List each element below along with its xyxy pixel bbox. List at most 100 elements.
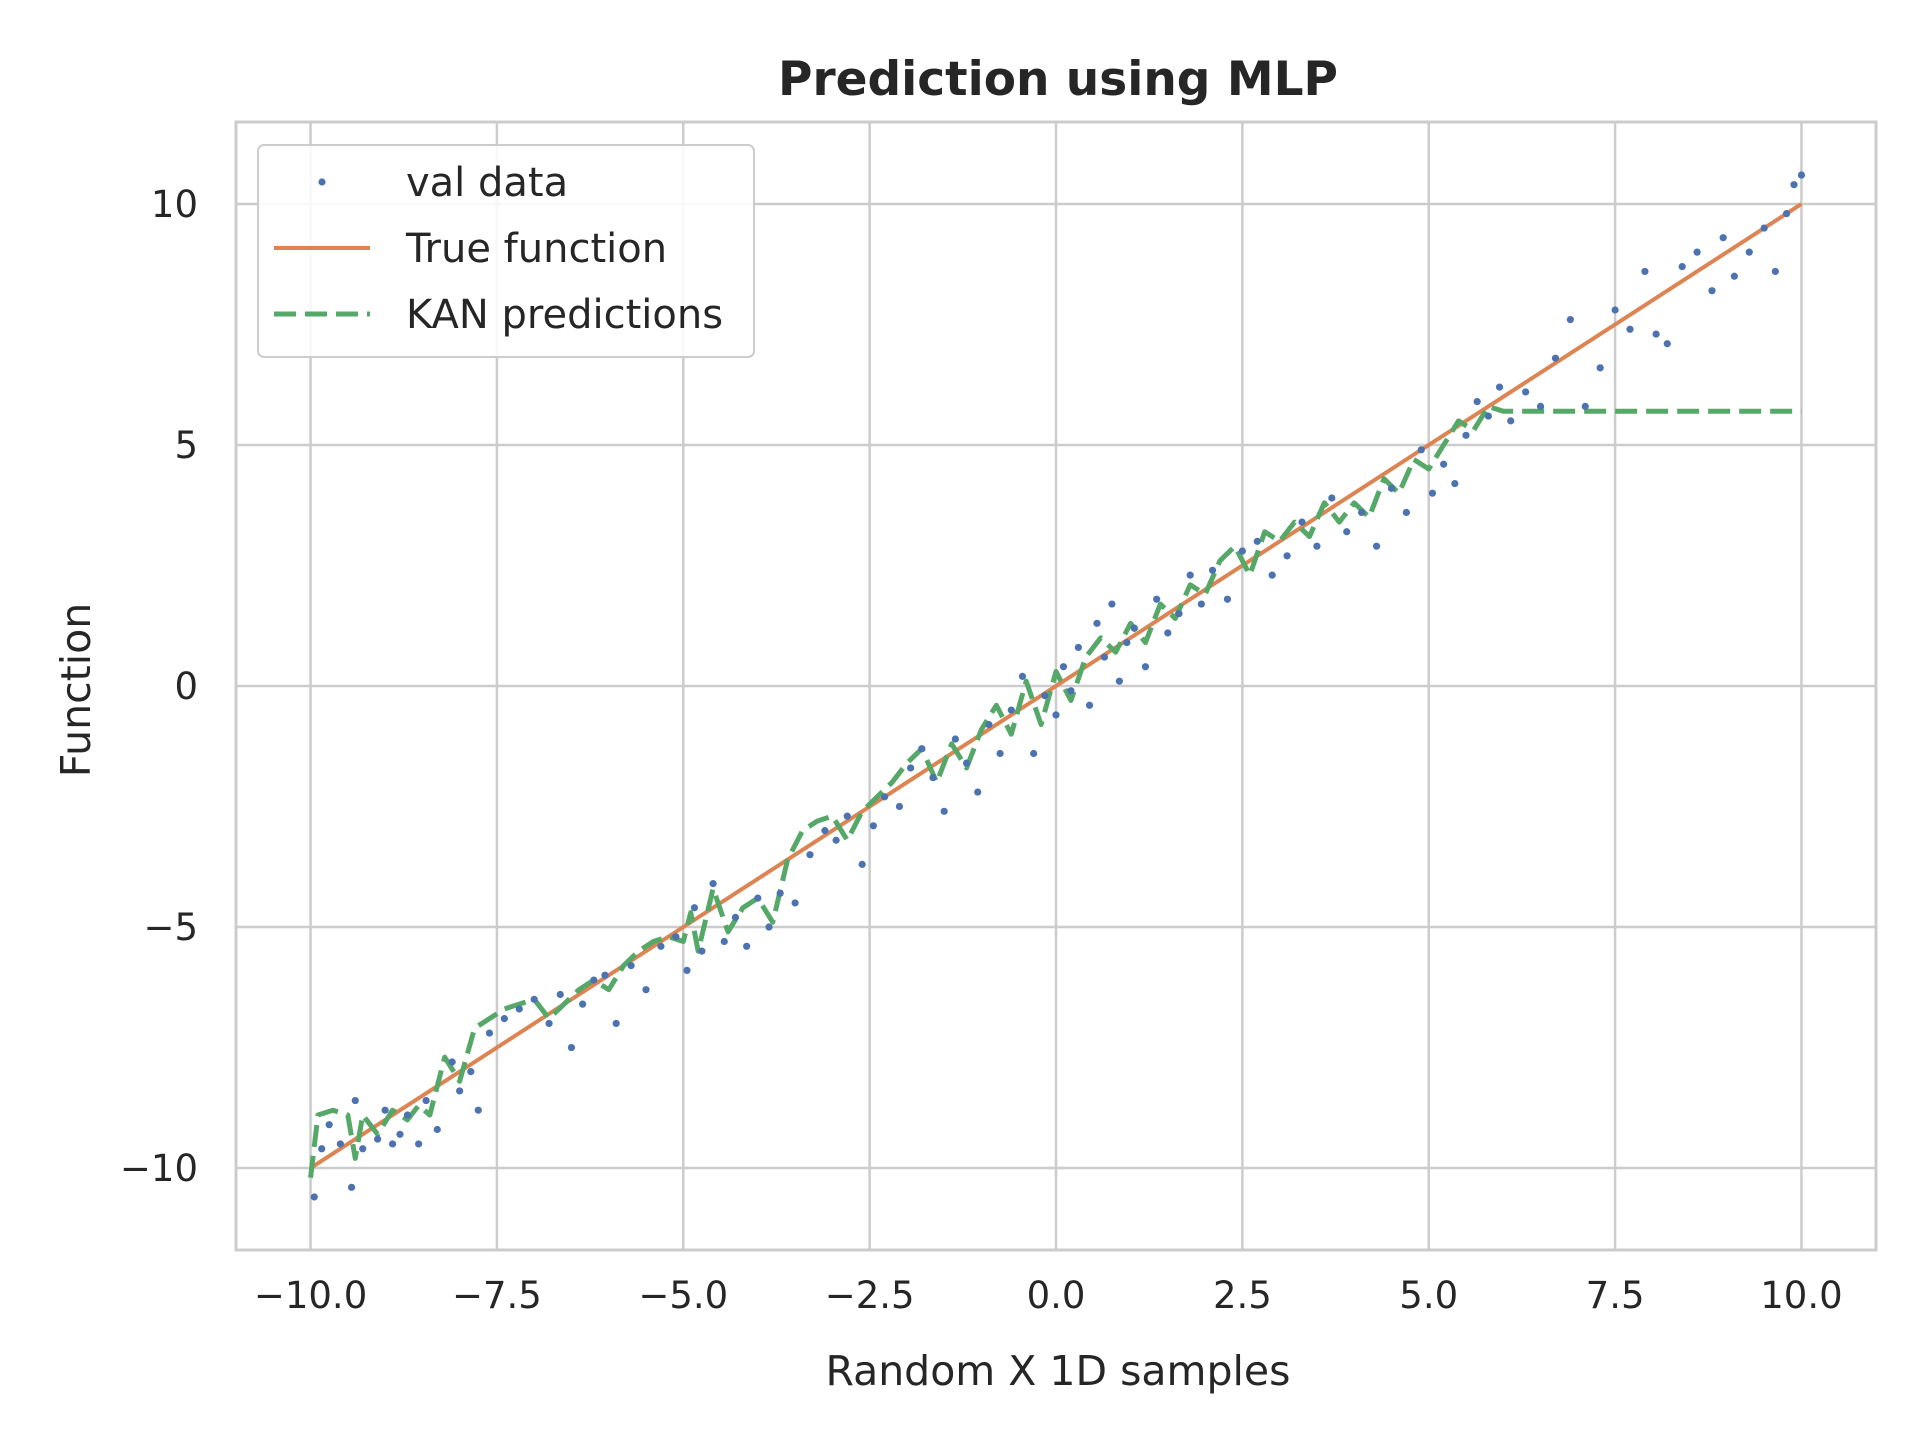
val-data-point xyxy=(1358,508,1366,517)
val-data-point xyxy=(1268,571,1276,579)
val-data-point xyxy=(1059,663,1068,671)
val-data-point xyxy=(1100,653,1109,661)
legend: val data True function KAN predictions xyxy=(257,144,755,358)
val-data-point xyxy=(974,788,982,796)
val-data-point xyxy=(1566,316,1574,324)
val-data-point xyxy=(1626,325,1634,333)
val-data-point xyxy=(556,990,564,999)
val-data-point xyxy=(821,827,829,835)
val-data-point xyxy=(709,880,717,888)
val-data-point xyxy=(403,1111,412,1119)
val-data-point xyxy=(929,773,937,782)
y-tick-label: 0 xyxy=(174,665,198,708)
val-data-point xyxy=(985,720,993,729)
y-tick-labels: −10 −5 0 5 10 xyxy=(120,183,198,1190)
val-data-point xyxy=(1536,402,1545,411)
x-tick-label: 2.5 xyxy=(1213,1274,1272,1317)
val-data-point xyxy=(1440,460,1448,468)
legend-box xyxy=(257,144,755,358)
val-data-point xyxy=(776,889,784,897)
val-data-point xyxy=(1018,672,1027,680)
val-data-point xyxy=(843,812,851,820)
val-data-point xyxy=(1238,547,1246,555)
val-data-point xyxy=(474,1106,482,1114)
val-data-point xyxy=(996,749,1004,758)
val-data-point xyxy=(448,1058,456,1066)
val-data-point xyxy=(325,1121,333,1129)
val-data-point xyxy=(1186,571,1194,579)
y-tick-label: −10 xyxy=(120,1147,198,1190)
val-data-point xyxy=(1581,402,1589,411)
x-tick-label: −5.0 xyxy=(638,1274,728,1317)
val-data-point xyxy=(1473,397,1481,406)
val-data-point xyxy=(381,1106,389,1114)
val-data-point xyxy=(657,942,665,950)
val-data-point xyxy=(1797,171,1806,179)
val-data-point xyxy=(1652,330,1660,338)
val-data-point xyxy=(351,1096,359,1105)
y-tick-label: −5 xyxy=(143,906,198,949)
x-tick-label: −7.5 xyxy=(452,1274,542,1317)
x-tick-label: 10.0 xyxy=(1760,1274,1842,1317)
val-data-point xyxy=(485,1029,494,1037)
y-axis-label: Function xyxy=(52,603,100,777)
val-data-point xyxy=(567,1043,576,1052)
series-val-data xyxy=(310,171,1806,1201)
val-data-point xyxy=(1153,595,1161,603)
val-data-point xyxy=(940,807,948,815)
val-data-point xyxy=(1328,494,1336,502)
x-tick-label: 7.5 xyxy=(1586,1274,1645,1317)
val-data-point xyxy=(918,745,926,753)
val-data-point xyxy=(500,1015,508,1023)
val-data-point xyxy=(1108,600,1116,608)
x-axis-label: Random X 1D samples xyxy=(825,1347,1290,1395)
val-data-point xyxy=(1067,687,1075,695)
val-data-point xyxy=(318,1145,326,1153)
x-tick-label: −10.0 xyxy=(254,1274,367,1317)
val-data-point xyxy=(515,1005,523,1013)
val-data-point xyxy=(743,942,751,950)
val-data-point xyxy=(806,851,814,859)
val-data-point xyxy=(765,923,773,931)
val-data-point xyxy=(1253,537,1261,545)
val-data-point xyxy=(359,1145,367,1153)
y-tick-label: 10 xyxy=(151,183,198,226)
val-data-point xyxy=(1074,643,1082,652)
val-data-point xyxy=(1596,364,1604,372)
val-data-point xyxy=(754,894,762,902)
val-data-point xyxy=(627,961,635,970)
val-data-point xyxy=(1313,542,1321,550)
val-data-point xyxy=(1007,706,1015,714)
val-data-point xyxy=(1428,489,1437,497)
x-tick-label: −2.5 xyxy=(825,1274,915,1317)
val-data-point xyxy=(396,1130,404,1138)
val-data-point xyxy=(1041,692,1049,700)
val-data-point xyxy=(1462,431,1470,439)
val-data-point xyxy=(1495,383,1504,391)
chart-title: Prediction using MLP xyxy=(778,52,1338,107)
val-data-point xyxy=(336,1140,344,1148)
val-data-point xyxy=(1052,711,1060,719)
val-data-point xyxy=(1372,542,1381,550)
val-data-point xyxy=(530,995,538,1003)
plot-frame xyxy=(234,120,1878,1252)
val-data-point xyxy=(347,1183,356,1191)
val-data-point xyxy=(880,793,889,801)
val-data-point xyxy=(1708,287,1716,295)
val-data-point xyxy=(832,836,840,844)
val-data-point xyxy=(1507,417,1515,425)
val-data-point xyxy=(1451,479,1459,488)
val-data-point xyxy=(1693,248,1701,256)
val-data-point xyxy=(1130,624,1138,632)
val-data-point xyxy=(1730,272,1738,280)
val-data-point xyxy=(1197,600,1205,608)
val-data-point xyxy=(579,1000,587,1008)
val-data-point xyxy=(1115,677,1123,685)
val-data-point xyxy=(1522,388,1530,396)
val-data-point xyxy=(1782,209,1791,218)
val-data-point xyxy=(895,802,904,811)
val-data-point xyxy=(907,764,915,772)
val-data-point xyxy=(1719,234,1727,242)
val-data-point xyxy=(698,947,706,955)
